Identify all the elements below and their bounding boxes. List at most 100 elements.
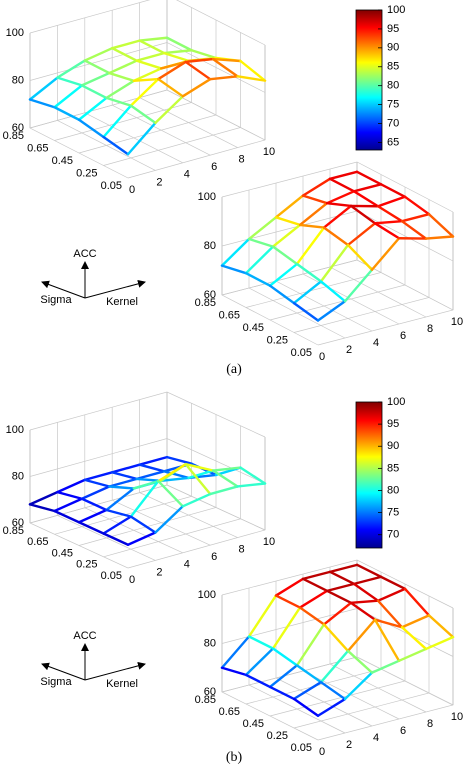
mesh-segment xyxy=(56,478,87,494)
z-tick-label: 100 xyxy=(6,27,24,39)
y-tick-label: 0.45 xyxy=(243,322,264,334)
grid-line xyxy=(221,560,358,693)
mesh-segment xyxy=(154,95,185,125)
mesh-segment xyxy=(129,104,157,125)
mesh-segment xyxy=(295,623,326,667)
mesh-segment xyxy=(328,563,359,574)
mesh-segment xyxy=(77,118,105,139)
grid-line xyxy=(127,45,266,179)
x-tick-label: 2 xyxy=(346,344,352,356)
mesh-segment xyxy=(247,635,275,650)
mesh-segment xyxy=(239,466,267,485)
grid-line xyxy=(329,567,427,713)
mesh-segment xyxy=(105,96,133,107)
mesh-segment xyxy=(298,223,326,229)
mesh-segment xyxy=(159,476,190,483)
mesh-segment xyxy=(295,262,323,283)
mesh-segment xyxy=(157,60,187,81)
mesh-segment xyxy=(400,219,428,240)
mesh-segment xyxy=(162,51,190,63)
mesh-segment xyxy=(135,470,166,481)
colorbar xyxy=(355,401,383,549)
legend-y: Sigma xyxy=(40,294,72,306)
z-tick-label: 60 xyxy=(12,122,24,134)
mesh-segment xyxy=(28,98,56,109)
grid-line xyxy=(29,0,266,46)
mesh-segment xyxy=(292,681,323,701)
mesh-segment xyxy=(102,104,133,139)
mesh-segment xyxy=(271,223,302,248)
z-tick-label: 100 xyxy=(6,424,24,436)
mesh-segment xyxy=(162,49,193,55)
mesh-segment xyxy=(165,455,193,465)
mesh-segment xyxy=(129,77,160,107)
y-tick-label: 0.25 xyxy=(267,730,288,742)
z-tick-label: 80 xyxy=(204,637,216,649)
colorbar-tick-label: 75 xyxy=(387,99,399,111)
mesh-segment xyxy=(295,226,326,266)
mesh-segment xyxy=(298,201,329,227)
colorbar-tick-label: 95 xyxy=(387,23,399,35)
legend-x: Kernel xyxy=(106,678,138,690)
y-tick-label: 0.25 xyxy=(76,167,97,179)
mesh-segment xyxy=(110,471,138,481)
y-tick-label: 0.25 xyxy=(76,559,97,571)
colorbar-tick-label: 100 xyxy=(387,396,405,408)
grid-line xyxy=(29,391,266,438)
mesh-segment xyxy=(355,170,383,186)
mesh-segment xyxy=(373,222,401,240)
mesh-segment xyxy=(349,599,380,605)
x-tick-label: 4 xyxy=(184,559,190,571)
mesh-segment xyxy=(129,515,157,534)
mesh-segment xyxy=(83,47,114,62)
colorbar-tick-label: 85 xyxy=(387,61,399,73)
mesh-segment xyxy=(343,671,374,701)
mesh-segment xyxy=(322,601,353,626)
x-tick-label: 6 xyxy=(211,551,217,563)
axis-legend: ACC Sigma Kernel xyxy=(40,248,146,308)
mesh-segment xyxy=(247,237,275,248)
mesh-segment xyxy=(319,649,350,684)
x-tick-label: 0 xyxy=(129,574,135,586)
mesh-segment xyxy=(325,582,356,593)
mesh-segment xyxy=(28,503,56,513)
x-tick-label: 2 xyxy=(156,566,162,578)
mesh-segment xyxy=(80,497,108,512)
mesh-segment xyxy=(80,84,108,100)
mesh-segment xyxy=(56,76,84,87)
mesh-segment xyxy=(268,262,299,287)
mesh-segment xyxy=(77,521,105,535)
x-tick-label: 6 xyxy=(211,161,217,173)
grid-line xyxy=(221,608,454,657)
mesh-segment xyxy=(53,106,81,121)
mesh-segment xyxy=(244,245,275,275)
mesh-segment xyxy=(157,463,187,483)
mesh-segment xyxy=(157,77,185,98)
grid-line xyxy=(29,42,266,93)
x-tick-label: 8 xyxy=(239,154,245,166)
grid-line xyxy=(248,588,346,734)
grid-line xyxy=(103,32,241,166)
mesh-segment xyxy=(208,485,239,496)
mesh-segment xyxy=(80,485,111,500)
mesh-segment xyxy=(162,470,190,480)
mesh-segment xyxy=(268,685,296,701)
mesh-segment xyxy=(108,477,138,488)
mesh-segment xyxy=(138,463,166,473)
mesh-segment xyxy=(298,606,326,626)
mesh-segment xyxy=(184,463,212,496)
mesh-segment xyxy=(28,490,59,506)
grid-line xyxy=(317,212,454,346)
grid-line xyxy=(221,595,319,741)
mesh-segment xyxy=(397,647,428,662)
grid-line xyxy=(269,584,406,717)
mesh-segment xyxy=(208,75,239,81)
grid-line xyxy=(78,20,217,154)
mesh-segment xyxy=(236,75,267,82)
caption: (b) xyxy=(226,750,243,765)
x-tick-label: 4 xyxy=(373,337,379,349)
mesh-segment xyxy=(135,51,166,62)
mesh-segment xyxy=(373,219,404,225)
mesh-segment xyxy=(403,195,431,216)
